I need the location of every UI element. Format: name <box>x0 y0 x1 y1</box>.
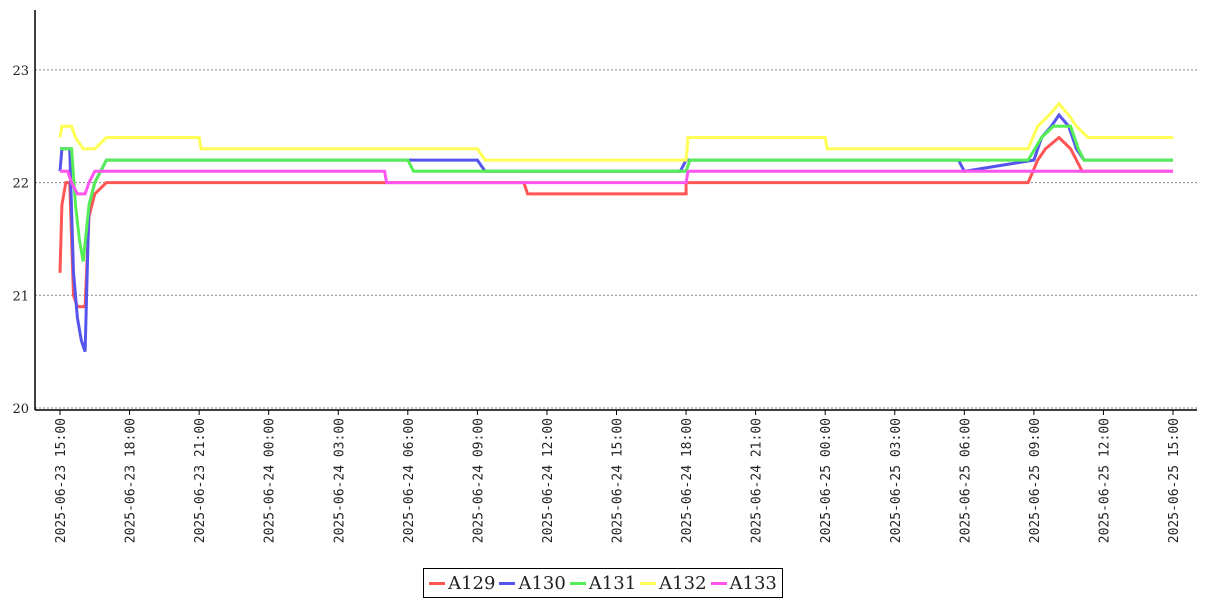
x-tick-label: 2025-06-25 00:00 <box>819 418 834 543</box>
legend-swatch <box>569 581 586 585</box>
axes <box>34 10 1197 415</box>
x-tick-label: 2025-06-23 15:00 <box>54 418 69 543</box>
series-line-a130 <box>58 112 1173 353</box>
series-line-a129 <box>58 135 1173 309</box>
legend-item-a132: A132 <box>640 572 707 594</box>
legend-label: A130 <box>518 572 566 594</box>
y-tick-label: 22 <box>12 177 29 192</box>
y-tick-label: 23 <box>12 64 29 79</box>
legend-item-a129: A129 <box>429 573 495 594</box>
x-tick-label: 2025-06-24 12:00 <box>541 418 556 543</box>
grid-lines <box>35 69 1197 409</box>
x-tick-label: 2025-06-24 09:00 <box>471 418 486 543</box>
legend-item-a130: A130 <box>499 572 566 594</box>
legend-item-a133: A133 <box>710 572 777 594</box>
y-tick-label: 20 <box>12 402 29 417</box>
legend-swatch <box>499 581 516 585</box>
legend-label: A131 <box>588 572 637 594</box>
y-tick-label: 21 <box>12 289 29 304</box>
legend-swatch <box>429 581 446 585</box>
x-tick-label: 2025-06-24 18:00 <box>680 418 695 543</box>
legend-label: A133 <box>729 572 777 594</box>
series-lines <box>58 101 1173 353</box>
x-tick-label: 2025-06-25 12:00 <box>1097 418 1112 543</box>
x-tick-label: 2025-06-24 21:00 <box>750 418 765 543</box>
legend-label: A132 <box>659 572 707 594</box>
x-tick-label: 2025-06-24 15:00 <box>611 418 626 543</box>
x-tick-labels: 2025-06-23 15:00 2025-06-23 18:00 2025-06-… <box>54 418 1182 543</box>
legend-label: A129 <box>448 572 496 594</box>
x-tick-label: 2025-06-25 03:00 <box>889 418 904 543</box>
x-tick-label: 2025-06-24 03:00 <box>332 418 347 543</box>
series-line-a131 <box>60 124 1173 262</box>
series-line-a132 <box>58 101 1173 162</box>
legend-swatch <box>640 581 657 585</box>
x-tick-label: 2025-06-25 09:00 <box>1028 418 1043 543</box>
x-tick-label: 2025-06-23 21:00 <box>193 418 208 543</box>
x-tick-label: 2025-06-23 18:00 <box>124 418 139 543</box>
legend: A129 A130 A131 A132 A133 <box>423 568 783 598</box>
x-tick-label: 2025-06-25 15:00 <box>1167 418 1182 543</box>
x-tick-label: 2025-06-25 06:00 <box>958 418 973 543</box>
legend-swatch <box>710 581 727 585</box>
legend-item-a131: A131 <box>569 572 637 594</box>
series-line-a133 <box>60 169 1173 196</box>
x-tick-label: 2025-06-24 00:00 <box>263 418 278 543</box>
y-tick-labels: 20 21 22 23 <box>12 64 29 417</box>
x-tick-label: 2025-06-24 06:00 <box>402 418 417 543</box>
